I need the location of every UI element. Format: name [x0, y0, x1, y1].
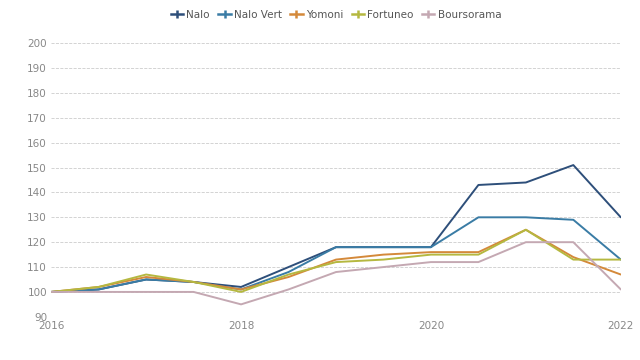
Yomoni [380, 252, 387, 257]
Fortuneo [142, 273, 150, 277]
Fortuneo [617, 257, 625, 262]
Fortuneo [380, 257, 387, 262]
Boursorama [285, 287, 292, 292]
Nalo Vert [522, 215, 530, 220]
Nalo Vert [570, 218, 577, 222]
Boursorama [47, 290, 55, 294]
Fortuneo [332, 260, 340, 264]
Nalo Vert [380, 245, 387, 249]
Line: Fortuneo: Fortuneo [51, 230, 621, 292]
Yomoni [237, 287, 245, 292]
Yomoni [474, 250, 482, 254]
Nalo [142, 277, 150, 282]
Line: Boursorama: Boursorama [51, 242, 621, 304]
Yomoni [47, 290, 55, 294]
Yomoni [427, 250, 435, 254]
Yomoni [570, 255, 577, 259]
Line: Nalo: Nalo [51, 165, 621, 292]
Fortuneo [474, 252, 482, 257]
Nalo [332, 245, 340, 249]
Boursorama [95, 290, 102, 294]
Fortuneo [427, 252, 435, 257]
Fortuneo [189, 280, 197, 284]
Boursorama [332, 270, 340, 274]
Nalo [47, 290, 55, 294]
Nalo Vert [427, 245, 435, 249]
Nalo Vert [332, 245, 340, 249]
Yomoni [142, 275, 150, 279]
Legend: Nalo, Nalo Vert, Yomoni, Fortuneo, Boursorama: Nalo, Nalo Vert, Yomoni, Fortuneo, Bours… [171, 10, 501, 20]
Nalo Vert [189, 280, 197, 284]
Boursorama [237, 302, 245, 306]
Yomoni [522, 228, 530, 232]
Boursorama [617, 287, 625, 292]
Fortuneo [237, 290, 245, 294]
Boursorama [474, 260, 482, 264]
Nalo Vert [474, 215, 482, 220]
Line: Nalo Vert: Nalo Vert [51, 217, 621, 292]
Nalo [427, 245, 435, 249]
Line: Yomoni: Yomoni [51, 230, 621, 292]
Fortuneo [95, 285, 102, 289]
Fortuneo [285, 273, 292, 277]
Nalo [285, 265, 292, 269]
Fortuneo [522, 228, 530, 232]
Nalo [617, 215, 625, 220]
Boursorama [570, 240, 577, 244]
Nalo [570, 163, 577, 167]
Yomoni [95, 285, 102, 289]
Nalo [95, 287, 102, 292]
Boursorama [142, 290, 150, 294]
Boursorama [189, 290, 197, 294]
Boursorama [380, 265, 387, 269]
Nalo [189, 280, 197, 284]
Nalo Vert [237, 287, 245, 292]
Nalo [474, 183, 482, 187]
Nalo [522, 180, 530, 185]
Boursorama [427, 260, 435, 264]
Nalo [380, 245, 387, 249]
Fortuneo [570, 257, 577, 262]
Yomoni [189, 280, 197, 284]
Nalo Vert [285, 270, 292, 274]
Nalo [237, 285, 245, 289]
Yomoni [285, 275, 292, 279]
Boursorama [522, 240, 530, 244]
Nalo Vert [47, 290, 55, 294]
Nalo Vert [617, 257, 625, 262]
Nalo Vert [142, 277, 150, 282]
Fortuneo [47, 290, 55, 294]
Nalo Vert [95, 287, 102, 292]
Yomoni [332, 257, 340, 262]
Yomoni [617, 273, 625, 277]
